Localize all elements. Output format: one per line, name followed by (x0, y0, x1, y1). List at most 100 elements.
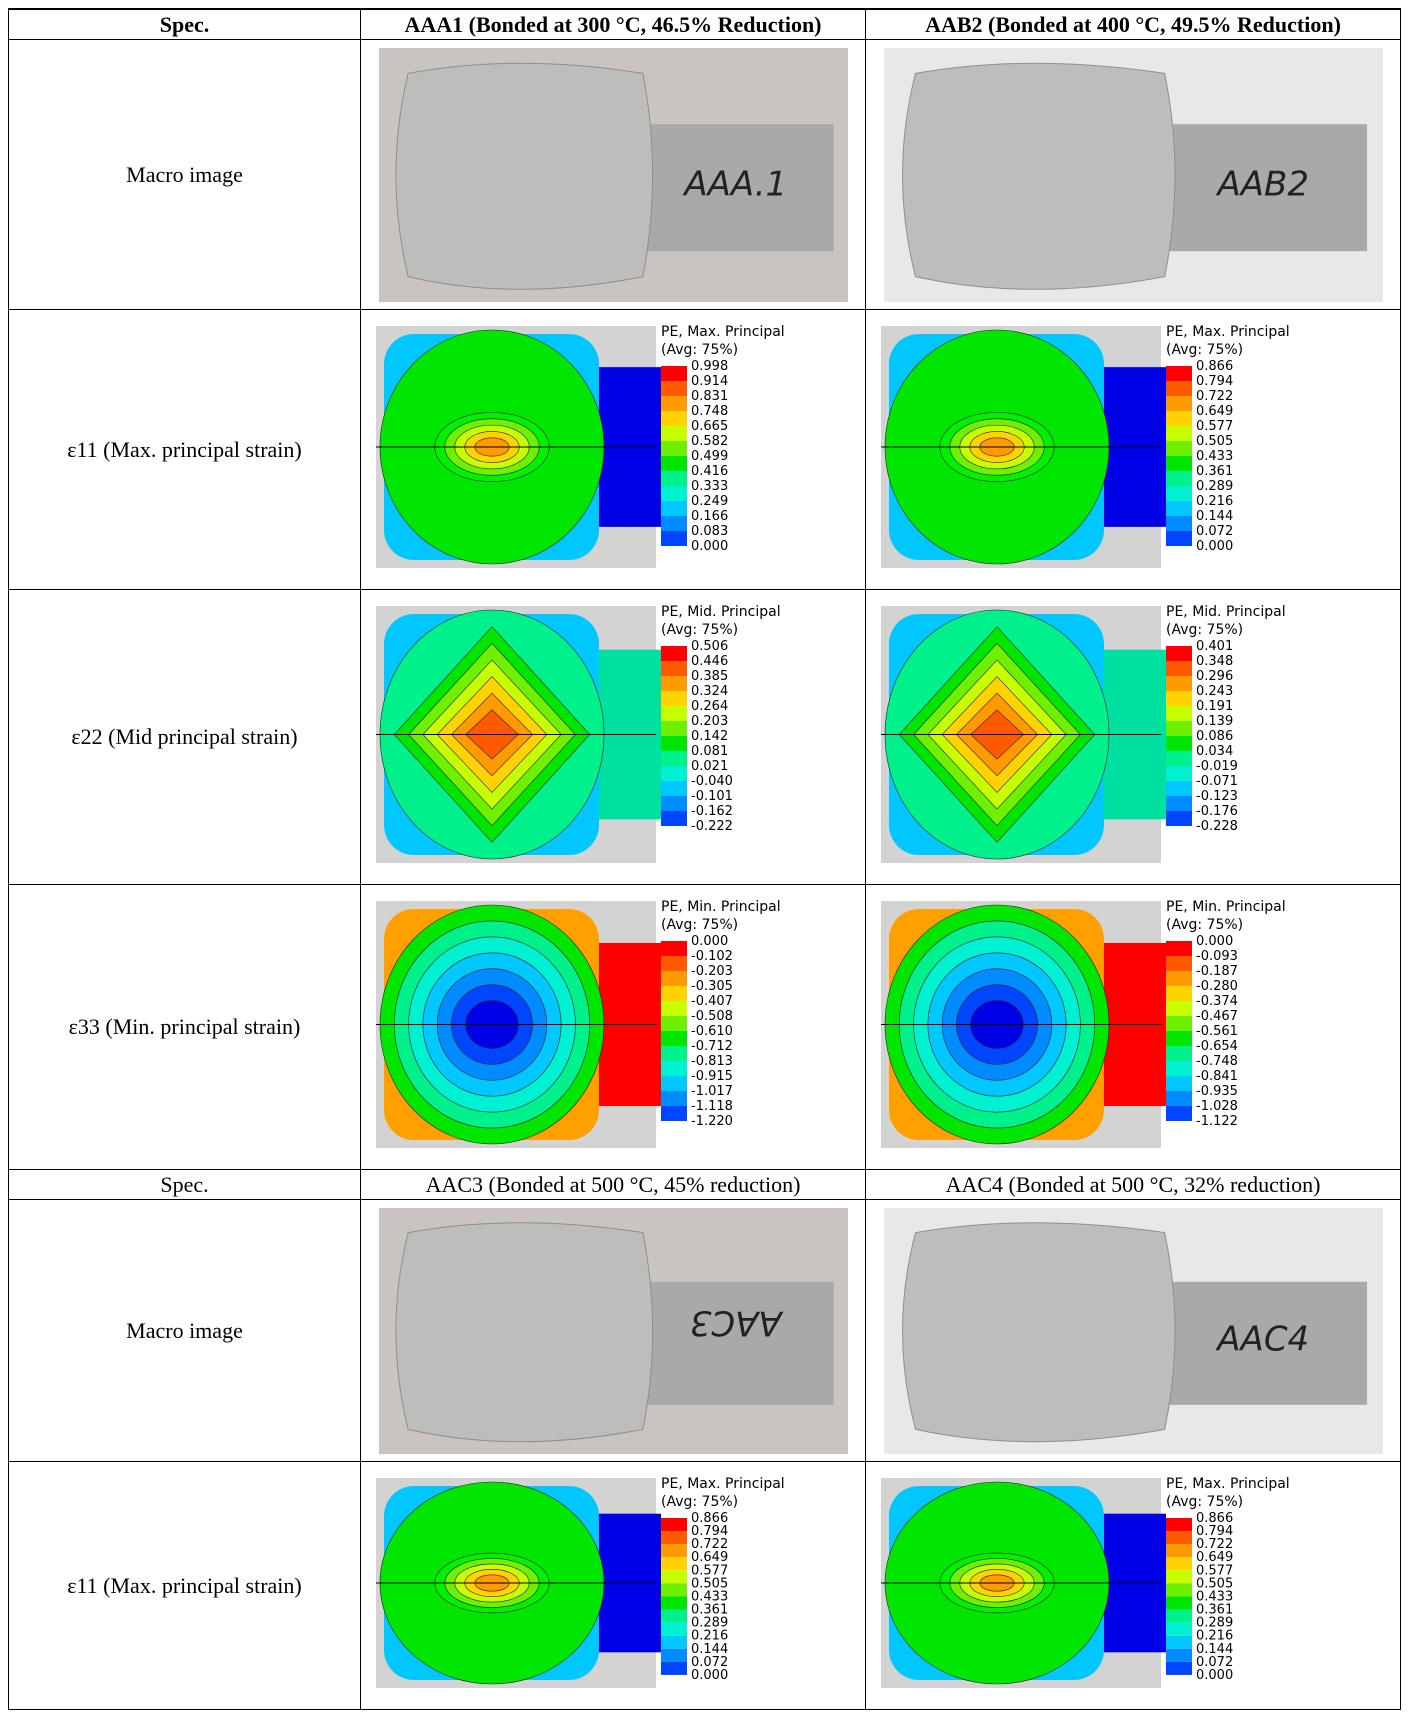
legend-swatch (1166, 1016, 1192, 1031)
row-label: ε22 (Mid principal strain) (9, 590, 361, 885)
legend-level: -0.280 (1196, 979, 1238, 994)
legend-swatch (661, 471, 687, 486)
legend-swatch (661, 1583, 687, 1596)
legend-swatch (1166, 796, 1192, 811)
legend-level: -0.093 (1196, 949, 1238, 964)
legend-level: 0.000 (1196, 539, 1233, 554)
macro-image: AAB2 (874, 48, 1393, 302)
legend-swatch (661, 531, 687, 546)
legend-level: 0.499 (691, 449, 728, 464)
legend-swatch (1166, 1031, 1192, 1046)
image-cell: PE, Max. Principal(Avg: 75%)0.8660.7940.… (866, 1462, 1401, 1710)
label-text: ε22 (Mid principal strain) (71, 724, 297, 750)
image-cell: AAC4 (866, 1200, 1401, 1462)
legend-swatch (1166, 486, 1192, 501)
row-label: Macro image (9, 40, 361, 310)
legend-level: 0.794 (1196, 374, 1233, 389)
legend-swatch (1166, 471, 1192, 486)
marking: AAC3 (689, 1302, 783, 1342)
legend-swatch (661, 751, 687, 766)
header-cell: AAB2 (Bonded at 400 °C, 49.5% Reduction) (866, 10, 1401, 40)
legend-level: 0.000 (691, 1667, 728, 1682)
label-text: ε11 (Max. principal strain) (67, 437, 301, 463)
legend-level: -1.028 (1196, 1099, 1238, 1114)
legend-title: PE, Mid. Principal (1166, 604, 1286, 620)
legend-level: 0.649 (1196, 404, 1233, 419)
macro-image: AAA.1 (369, 48, 858, 302)
legend-level: 0.191 (1196, 699, 1233, 714)
legend-swatch (661, 366, 687, 381)
legend-level: -0.935 (1196, 1084, 1238, 1099)
legend-level: 0.385 (691, 669, 728, 684)
contour-plot: PE, Max. Principal(Avg: 75%)0.8660.7940.… (869, 314, 1398, 586)
legend-level: -0.467 (1196, 1009, 1238, 1024)
header-text: Spec. (160, 1172, 208, 1198)
legend-swatch (661, 1622, 687, 1635)
macro-image: AAC4 (874, 1208, 1393, 1454)
legend-swatch (1166, 516, 1192, 531)
legend-swatch (1166, 1635, 1192, 1648)
head (902, 63, 1174, 289)
legend-swatch (661, 1635, 687, 1648)
header-text: AAC4 (Bonded at 500 °C, 32% reduction) (946, 1172, 1321, 1198)
legend-swatch (1166, 1596, 1192, 1609)
legend-swatch (661, 1061, 687, 1076)
legend-level: 0.000 (1196, 1667, 1233, 1682)
legend-swatch (1166, 1531, 1192, 1544)
legend-level: -0.203 (691, 964, 733, 979)
legend-swatch (661, 986, 687, 1001)
contour-plot: PE, Max. Principal(Avg: 75%)0.9980.9140.… (364, 314, 863, 586)
legend-level: 0.722 (1196, 389, 1233, 404)
legend-swatch (1166, 1076, 1192, 1091)
legend-level: 0.139 (1196, 714, 1233, 729)
legend-level: -0.407 (691, 994, 733, 1009)
legend-avg: (Avg: 75%) (661, 917, 738, 933)
header-text: AAB2 (Bonded at 400 °C, 49.5% Reduction) (925, 12, 1341, 38)
legend-level: -0.071 (1196, 774, 1238, 789)
legend-level: 0.324 (691, 684, 728, 699)
legend-swatch (661, 646, 687, 661)
row-label: ε33 (Min. principal strain) (9, 885, 361, 1170)
legend-title: PE, Mid. Principal (661, 604, 781, 620)
legend-swatch (661, 1661, 687, 1674)
legend-level: -0.123 (1196, 789, 1238, 804)
legend-swatch (1166, 501, 1192, 516)
head (395, 63, 652, 289)
head (395, 1222, 652, 1441)
legend-level: 0.361 (1196, 464, 1233, 479)
header-cell: AAC4 (Bonded at 500 °C, 32% reduction) (866, 1170, 1401, 1200)
legend-swatch (1166, 676, 1192, 691)
legend-level: -0.187 (1196, 964, 1238, 979)
legend-avg: (Avg: 75%) (661, 342, 738, 358)
row-label: Macro image (9, 1200, 361, 1462)
legend-level: 0.264 (691, 699, 728, 714)
legend-swatch (661, 706, 687, 721)
contour-plot: PE, Mid. Principal(Avg: 75%)0.4010.3480.… (869, 594, 1398, 881)
legend-swatch (661, 971, 687, 986)
legend-swatch (661, 456, 687, 471)
legend-swatch (1166, 1091, 1192, 1106)
legend-title: PE, Min. Principal (661, 899, 781, 915)
legend-swatch (661, 516, 687, 531)
legend-swatch (1166, 1106, 1192, 1121)
legend-level: 0.416 (691, 464, 728, 479)
image-cell: PE, Mid. Principal(Avg: 75%)0.5060.4460.… (361, 590, 866, 885)
legend-avg: (Avg: 75%) (1166, 342, 1243, 358)
legend-swatch (1166, 456, 1192, 471)
legend-level: 0.081 (691, 744, 728, 759)
contour-plot: PE, Mid. Principal(Avg: 75%)0.5060.4460.… (364, 594, 863, 881)
legend-swatch (1166, 426, 1192, 441)
legend-swatch (661, 441, 687, 456)
legend-level: 0.021 (691, 759, 728, 774)
legend-swatch (1166, 1557, 1192, 1570)
legend-level: -1.017 (691, 1084, 733, 1099)
legend-level: 0.748 (691, 404, 728, 419)
legend-level: 0.216 (1196, 494, 1233, 509)
contour-plot: PE, Min. Principal(Avg: 75%)0.000-0.102-… (364, 889, 863, 1166)
legend-level: -0.748 (1196, 1054, 1238, 1069)
legend-avg: (Avg: 75%) (1166, 622, 1243, 638)
legend-avg: (Avg: 75%) (1166, 917, 1243, 933)
legend-level: -1.220 (691, 1114, 733, 1129)
legend-swatch (1166, 736, 1192, 751)
legend-avg: (Avg: 75%) (1166, 1494, 1243, 1510)
